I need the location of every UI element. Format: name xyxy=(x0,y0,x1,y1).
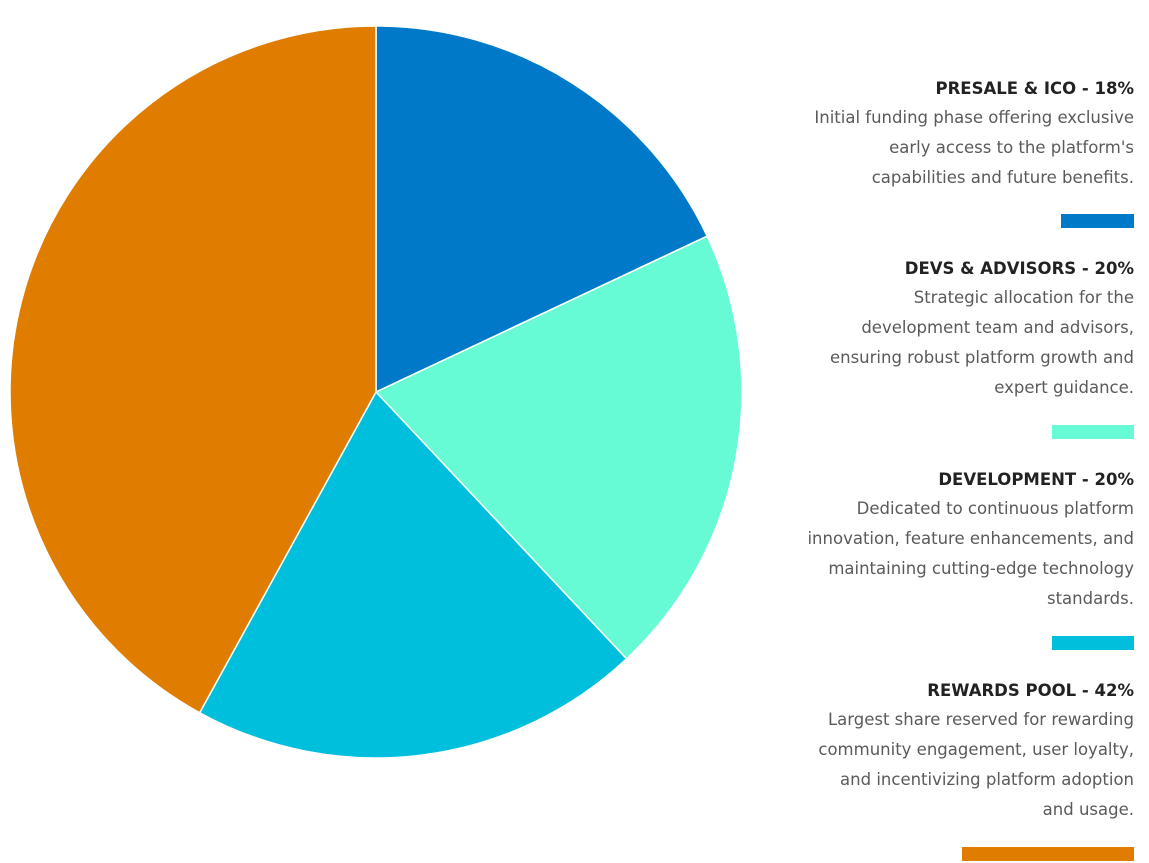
legend-swatch-development xyxy=(1052,636,1134,650)
legend-description-line: and usage. xyxy=(1042,800,1134,819)
legend-description-line: capabilities and future benefits. xyxy=(871,168,1134,187)
legend-description-line: ensuring robust platform growth and xyxy=(829,348,1134,367)
legend-description: Initial funding phase offering exclusive… xyxy=(754,103,1134,193)
legend-description-line: development team and advisors, xyxy=(861,318,1134,337)
legend-item-presale: PRESALE & ICO - 18% Initial funding phas… xyxy=(754,78,1134,193)
pie-slice-presale-ico xyxy=(375,25,709,394)
legend-description-line: Dedicated to continuous platform xyxy=(856,499,1134,518)
legend-swatch-presale xyxy=(1061,214,1134,228)
legend-description: Largest share reserved for rewarding com… xyxy=(754,705,1134,825)
legend-item-rewards-pool: REWARDS POOL - 42% Largest share reserve… xyxy=(754,680,1134,825)
legend-description-line: standards. xyxy=(1046,589,1134,608)
legend-description-line: and incentivizing platform adoption xyxy=(840,770,1134,789)
legend-swatch-rewards-pool xyxy=(962,847,1134,861)
legend-title: PRESALE & ICO - 18% xyxy=(935,79,1135,98)
legend-description: Strategic allocation for the development… xyxy=(754,283,1134,403)
legend-description-line: maintaining cutting-edge technology xyxy=(828,559,1134,578)
legend-title: REWARDS POOL - 42% xyxy=(927,681,1134,700)
pie-slice-development xyxy=(198,390,628,759)
legend-description-line: Largest share reserved for rewarding xyxy=(827,710,1134,729)
pie-chart xyxy=(9,25,743,759)
legend-description-line: Strategic allocation for the xyxy=(913,288,1134,307)
legend-item-devs-advisors: DEVS & ADVISORS - 20% Strategic allocati… xyxy=(754,258,1134,403)
legend-description-line: community engagement, user loyalty, xyxy=(818,740,1134,759)
legend-description-line: Initial funding phase offering exclusive xyxy=(814,108,1134,127)
legend-title: DEVS & ADVISORS - 20% xyxy=(904,259,1134,278)
legend-description-line: early access to the platform's xyxy=(889,138,1134,157)
legend: PRESALE & ICO - 18% Initial funding phas… xyxy=(754,0,1134,863)
pie-slice-rewards-pool xyxy=(9,25,377,714)
pie-slice-devs-advisors xyxy=(374,235,743,660)
legend-swatch-devs-advisors xyxy=(1052,425,1134,439)
legend-description-line: innovation, feature enhancements, and xyxy=(807,529,1134,548)
legend-item-development: DEVELOPMENT - 20% Dedicated to continuou… xyxy=(754,469,1134,614)
legend-title: DEVELOPMENT - 20% xyxy=(938,470,1134,489)
legend-description-line: expert guidance. xyxy=(994,378,1134,397)
legend-description: Dedicated to continuous platform innovat… xyxy=(754,494,1134,614)
